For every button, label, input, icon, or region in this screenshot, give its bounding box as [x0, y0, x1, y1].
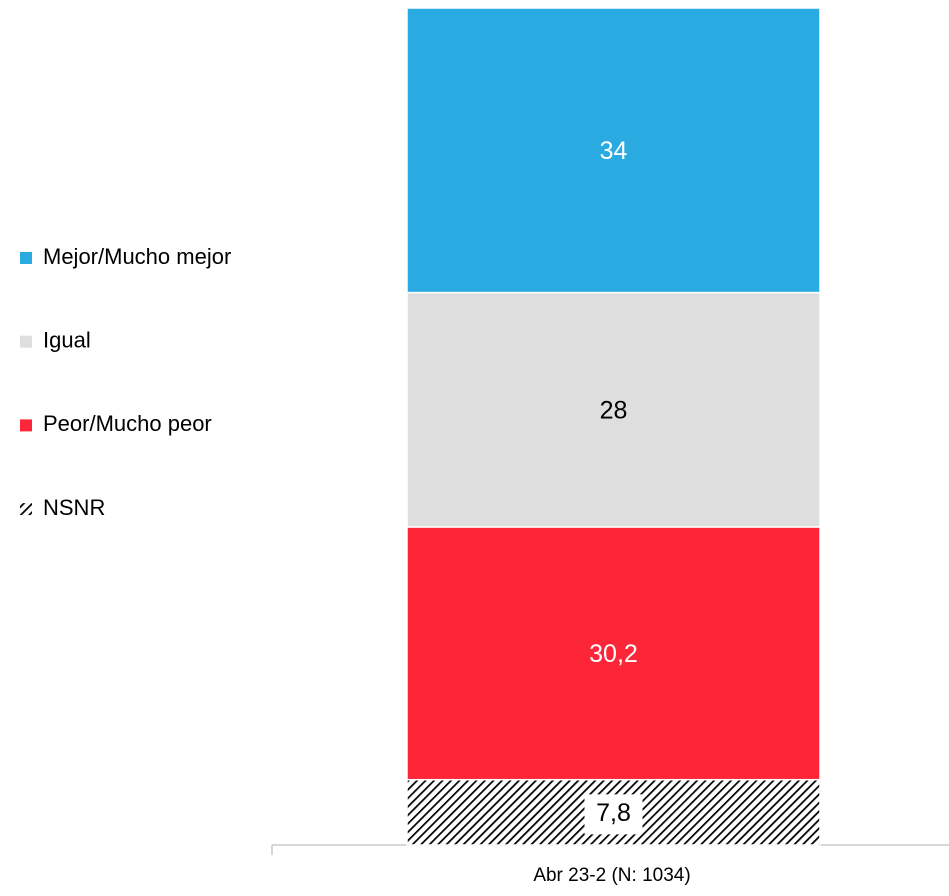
legend-label: NSNR — [43, 495, 105, 520]
legend-label: Mejor/Mucho mejor — [43, 244, 231, 269]
data-label-box — [584, 794, 643, 835]
legend-marker — [20, 252, 32, 264]
legend-label: Peor/Mucho peor — [43, 411, 212, 436]
legend-marker — [20, 419, 32, 432]
data-label: 28 — [600, 396, 628, 424]
legend-label: Igual — [43, 328, 91, 353]
data-label: 7,8 — [596, 799, 631, 827]
x-tick-label: Abr 23-2 (N: 1034) — [533, 865, 690, 886]
bar-segment — [406, 7, 821, 294]
bar-segment — [406, 526, 821, 781]
legend-marker — [20, 335, 32, 348]
legend-marker — [20, 503, 32, 516]
data-label: 34 — [600, 137, 628, 165]
data-label: 30,2 — [589, 640, 638, 668]
bar-segment — [406, 291, 821, 528]
